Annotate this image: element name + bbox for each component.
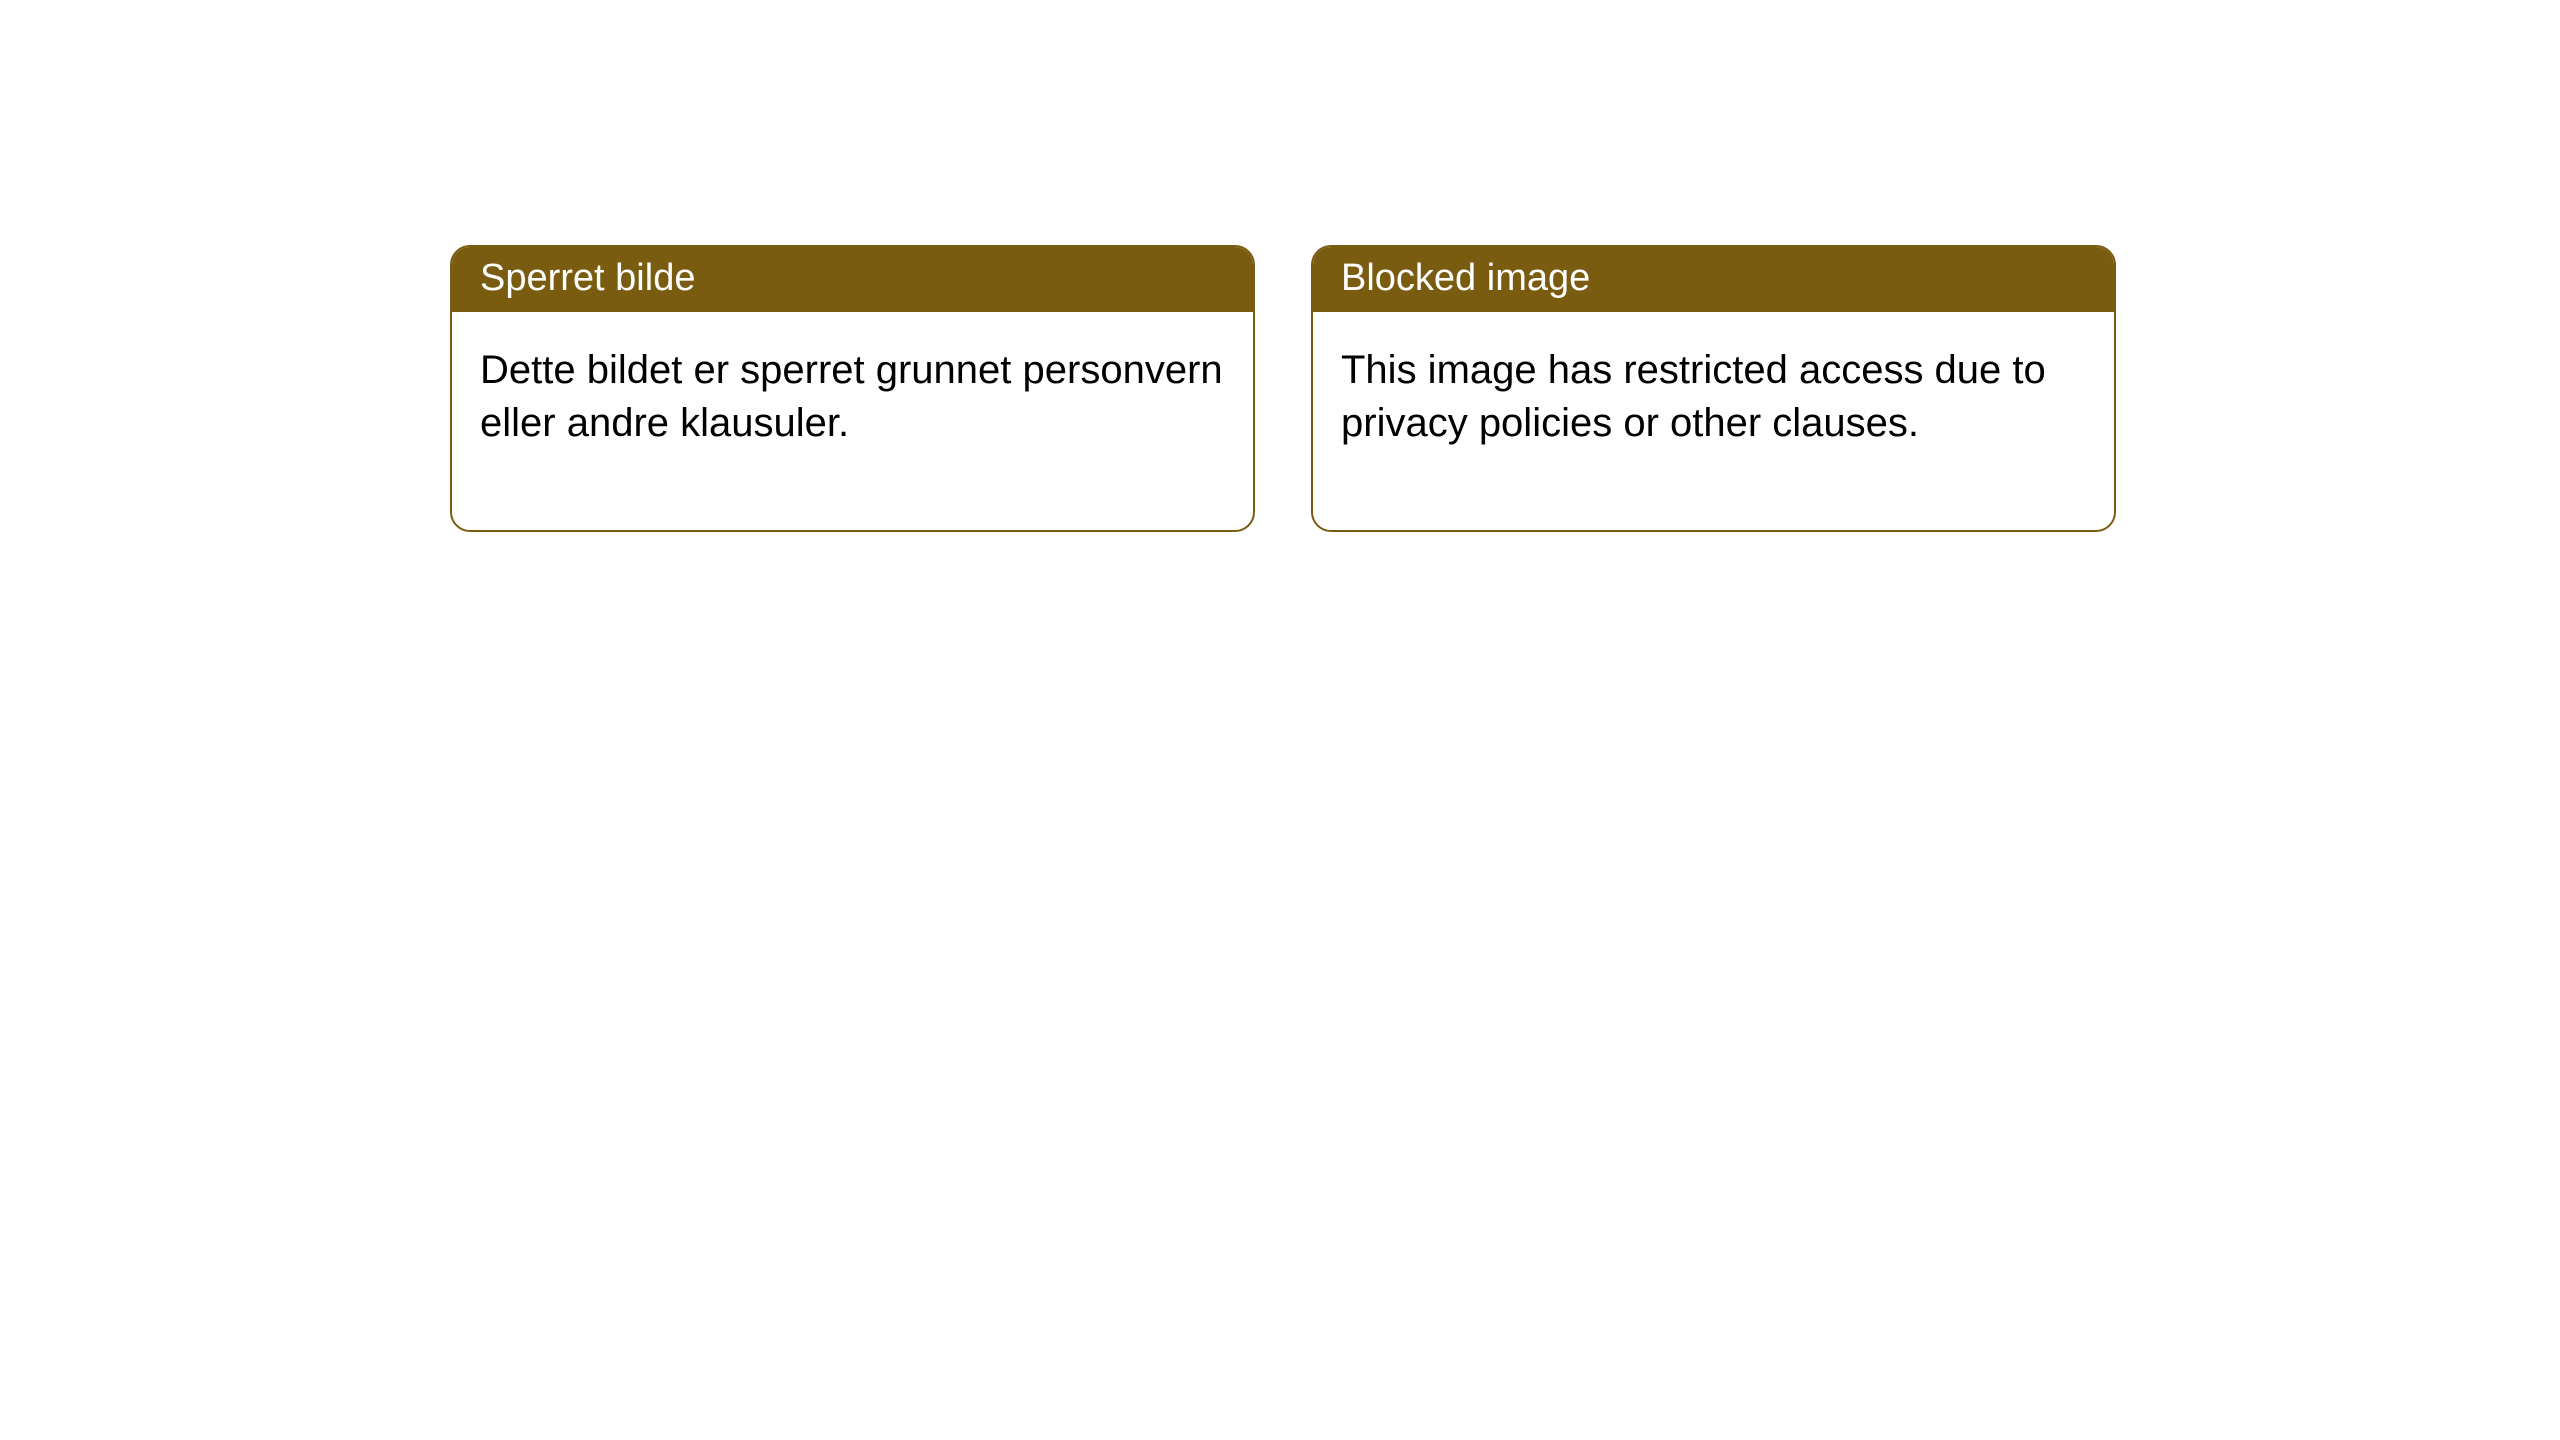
notice-body-english: This image has restricted access due to … [1313, 312, 2114, 530]
notice-card-norwegian: Sperret bilde Dette bildet er sperret gr… [450, 245, 1255, 532]
notice-card-english: Blocked image This image has restricted … [1311, 245, 2116, 532]
notice-header-norwegian: Sperret bilde [452, 247, 1253, 312]
notice-header-english: Blocked image [1313, 247, 2114, 312]
notice-container: Sperret bilde Dette bildet er sperret gr… [0, 0, 2560, 532]
notice-body-norwegian: Dette bildet er sperret grunnet personve… [452, 312, 1253, 530]
